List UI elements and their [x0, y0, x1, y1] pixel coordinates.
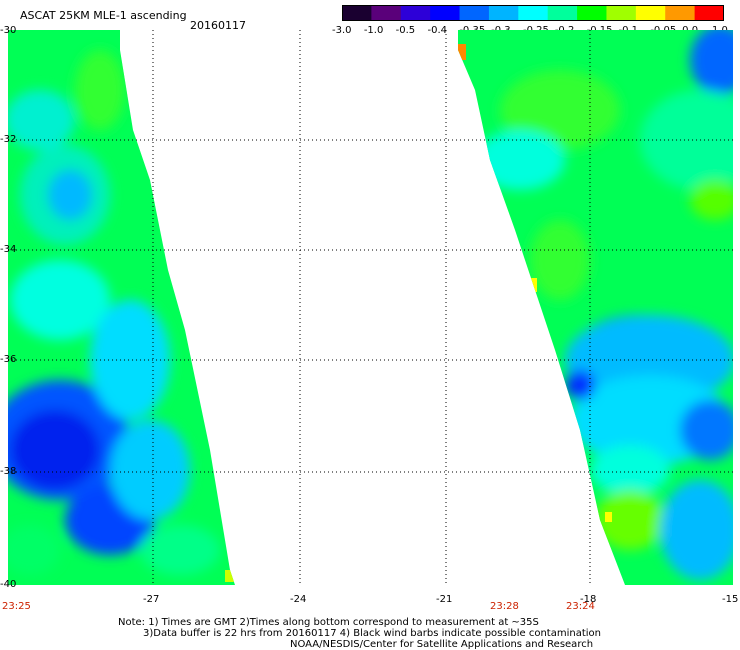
left-swath [8, 30, 235, 585]
colorbar-label: -3.0 [332, 25, 352, 36]
colorbar-swatch [547, 5, 578, 21]
lat-label-34: -34 [0, 244, 17, 255]
colorbar-swatch [488, 5, 519, 21]
map-date: 20160117 [190, 19, 246, 32]
right-swath [458, 30, 733, 585]
colorbar-swatch [665, 5, 696, 21]
colorbar-swatch [518, 5, 549, 21]
lon-label-18: -18 [580, 594, 597, 605]
swath-map [8, 30, 733, 585]
note-line-3: NOAA/NESDIS/Center for Satellite Applica… [290, 639, 594, 650]
colorbar-swatch [400, 5, 431, 21]
time-label-left: 23:25 [2, 601, 31, 612]
lat-label-40: -40 [0, 579, 17, 590]
graticule [8, 30, 733, 585]
colorbar-label: -1.0 [363, 25, 384, 36]
time-label-right: 23:24 [566, 601, 595, 612]
colorbar-swatch [577, 5, 607, 21]
time-label-mid: 23:28 [490, 601, 519, 612]
colorbar-swatch [606, 5, 637, 21]
colorbar-swatch [430, 5, 461, 21]
colorbar-swatch [371, 5, 402, 21]
lat-label-38: -38 [0, 466, 17, 477]
lon-label-15: -15 [722, 594, 739, 605]
lat-label-30: -30 [0, 25, 17, 36]
lon-label-27: -27 [143, 594, 160, 605]
lon-label-21: -21 [436, 594, 453, 605]
lat-label-36: -36 [0, 354, 17, 365]
map-title: ASCAT 25KM MLE-1 ascending [20, 9, 187, 22]
lon-label-24: -24 [290, 594, 307, 605]
colorbar-label: -0.5 [395, 25, 416, 36]
colorbar-swatch [342, 5, 372, 21]
colorbar [342, 5, 724, 21]
colorbar-frame [342, 5, 724, 21]
colorbar-swatch [635, 5, 666, 21]
colorbar-swatch [459, 5, 490, 21]
note-line-2: 3)Data buffer is 22 hrs from 20160117 4)… [143, 628, 601, 639]
lat-label-32: -32 [0, 134, 17, 145]
colorbar-swatch [694, 5, 724, 21]
note-line-1: Note: 1) Times are GMT 2)Times along bot… [118, 617, 539, 628]
colorbar-label: -0.4 [427, 25, 448, 36]
